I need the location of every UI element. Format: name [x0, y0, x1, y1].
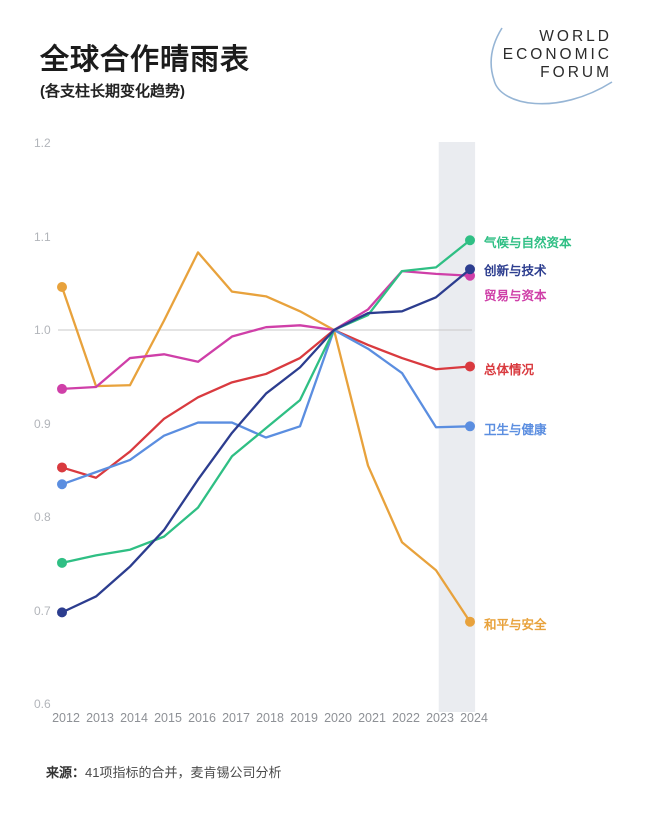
y-axis-tick-label: 1.1 [34, 229, 51, 244]
series-start-dot [57, 383, 67, 394]
wef-swoosh-icon [490, 27, 613, 105]
y-axis-tick-label: 1.2 [34, 136, 51, 150]
series-start-dot [57, 281, 67, 292]
series-line [60, 251, 472, 623]
x-axis-tick-label: 2024 [460, 711, 488, 725]
logo-word-economic: ECONOMIC [502, 46, 612, 63]
x-axis-tick-label: 2023 [426, 711, 454, 725]
series-label: 气候与自然资本 [484, 236, 572, 251]
series-end-dot [465, 235, 475, 246]
wef-logo-text: WORLD ECONOMIC FORUM [503, 28, 612, 82]
x-axis-tick-label: 2022 [392, 711, 420, 725]
series-line [60, 268, 472, 614]
page-title: 全球合作晴雨表 [40, 44, 251, 76]
series-end-dot [465, 616, 475, 627]
y-axis-tick-label: 0.9 [34, 416, 51, 431]
x-axis-tick-label: 2013 [86, 711, 114, 725]
series-start-dot [57, 557, 67, 568]
page-subtitle: (各支柱长期变化趋势) [40, 83, 185, 100]
y-axis-tick-label: 0.8 [34, 510, 51, 524]
series-line [60, 328, 472, 486]
source-label: 来源： [46, 765, 86, 780]
source-note: 来源：41项指标的合并，麦肯锡公司分析 [46, 762, 281, 781]
y-axis-tick-label: 0.7 [34, 603, 51, 618]
x-axis-tick-label: 2014 [120, 711, 148, 725]
x-axis-tick-label: 2015 [154, 711, 182, 725]
line-chart-canvas [57, 142, 476, 712]
x-axis-tick-label: 2017 [222, 711, 250, 725]
source-text: 41项指标的合并，麦肯锡公司分析 [85, 765, 282, 780]
x-axis-tick-label: 2012 [52, 711, 80, 725]
series-line [60, 328, 472, 479]
line-chart: 1.2 1.1 1.0 0.9 0.8 0.7 0.6 2012 2013 2014 2015 201… [34, 136, 572, 725]
series-start-dot [57, 607, 67, 618]
series-label: 卫生与健康 [484, 423, 547, 438]
series-end-dot [465, 361, 475, 372]
series-label: 贸易与资本 [484, 288, 547, 303]
x-axis-tick-label: 2016 [188, 711, 216, 725]
logo-word-world: WORLD [539, 28, 612, 45]
series-label: 和平与安全 [484, 617, 547, 632]
wef-logo: WORLD ECONOMIC FORUM [480, 22, 640, 117]
series-start-dot [57, 479, 67, 490]
series-end-dot [465, 264, 475, 275]
series-start-dot [57, 462, 67, 473]
x-axis-tick-label: 2018 [256, 711, 284, 725]
series-end-dot [465, 421, 475, 432]
x-axis-tick-label: 2020 [324, 711, 352, 725]
x-axis-tick-label: 2019 [290, 711, 318, 725]
series-line [60, 239, 472, 564]
series-label: 总体情况 [484, 363, 535, 378]
logo-word-forum: FORUM [540, 64, 612, 81]
y-axis-tick-label: 1.0 [34, 323, 51, 337]
series-label: 创新与技术 [484, 264, 547, 279]
y-axis-tick-label: 0.6 [34, 697, 51, 711]
x-axis-tick-label: 2021 [358, 711, 386, 725]
